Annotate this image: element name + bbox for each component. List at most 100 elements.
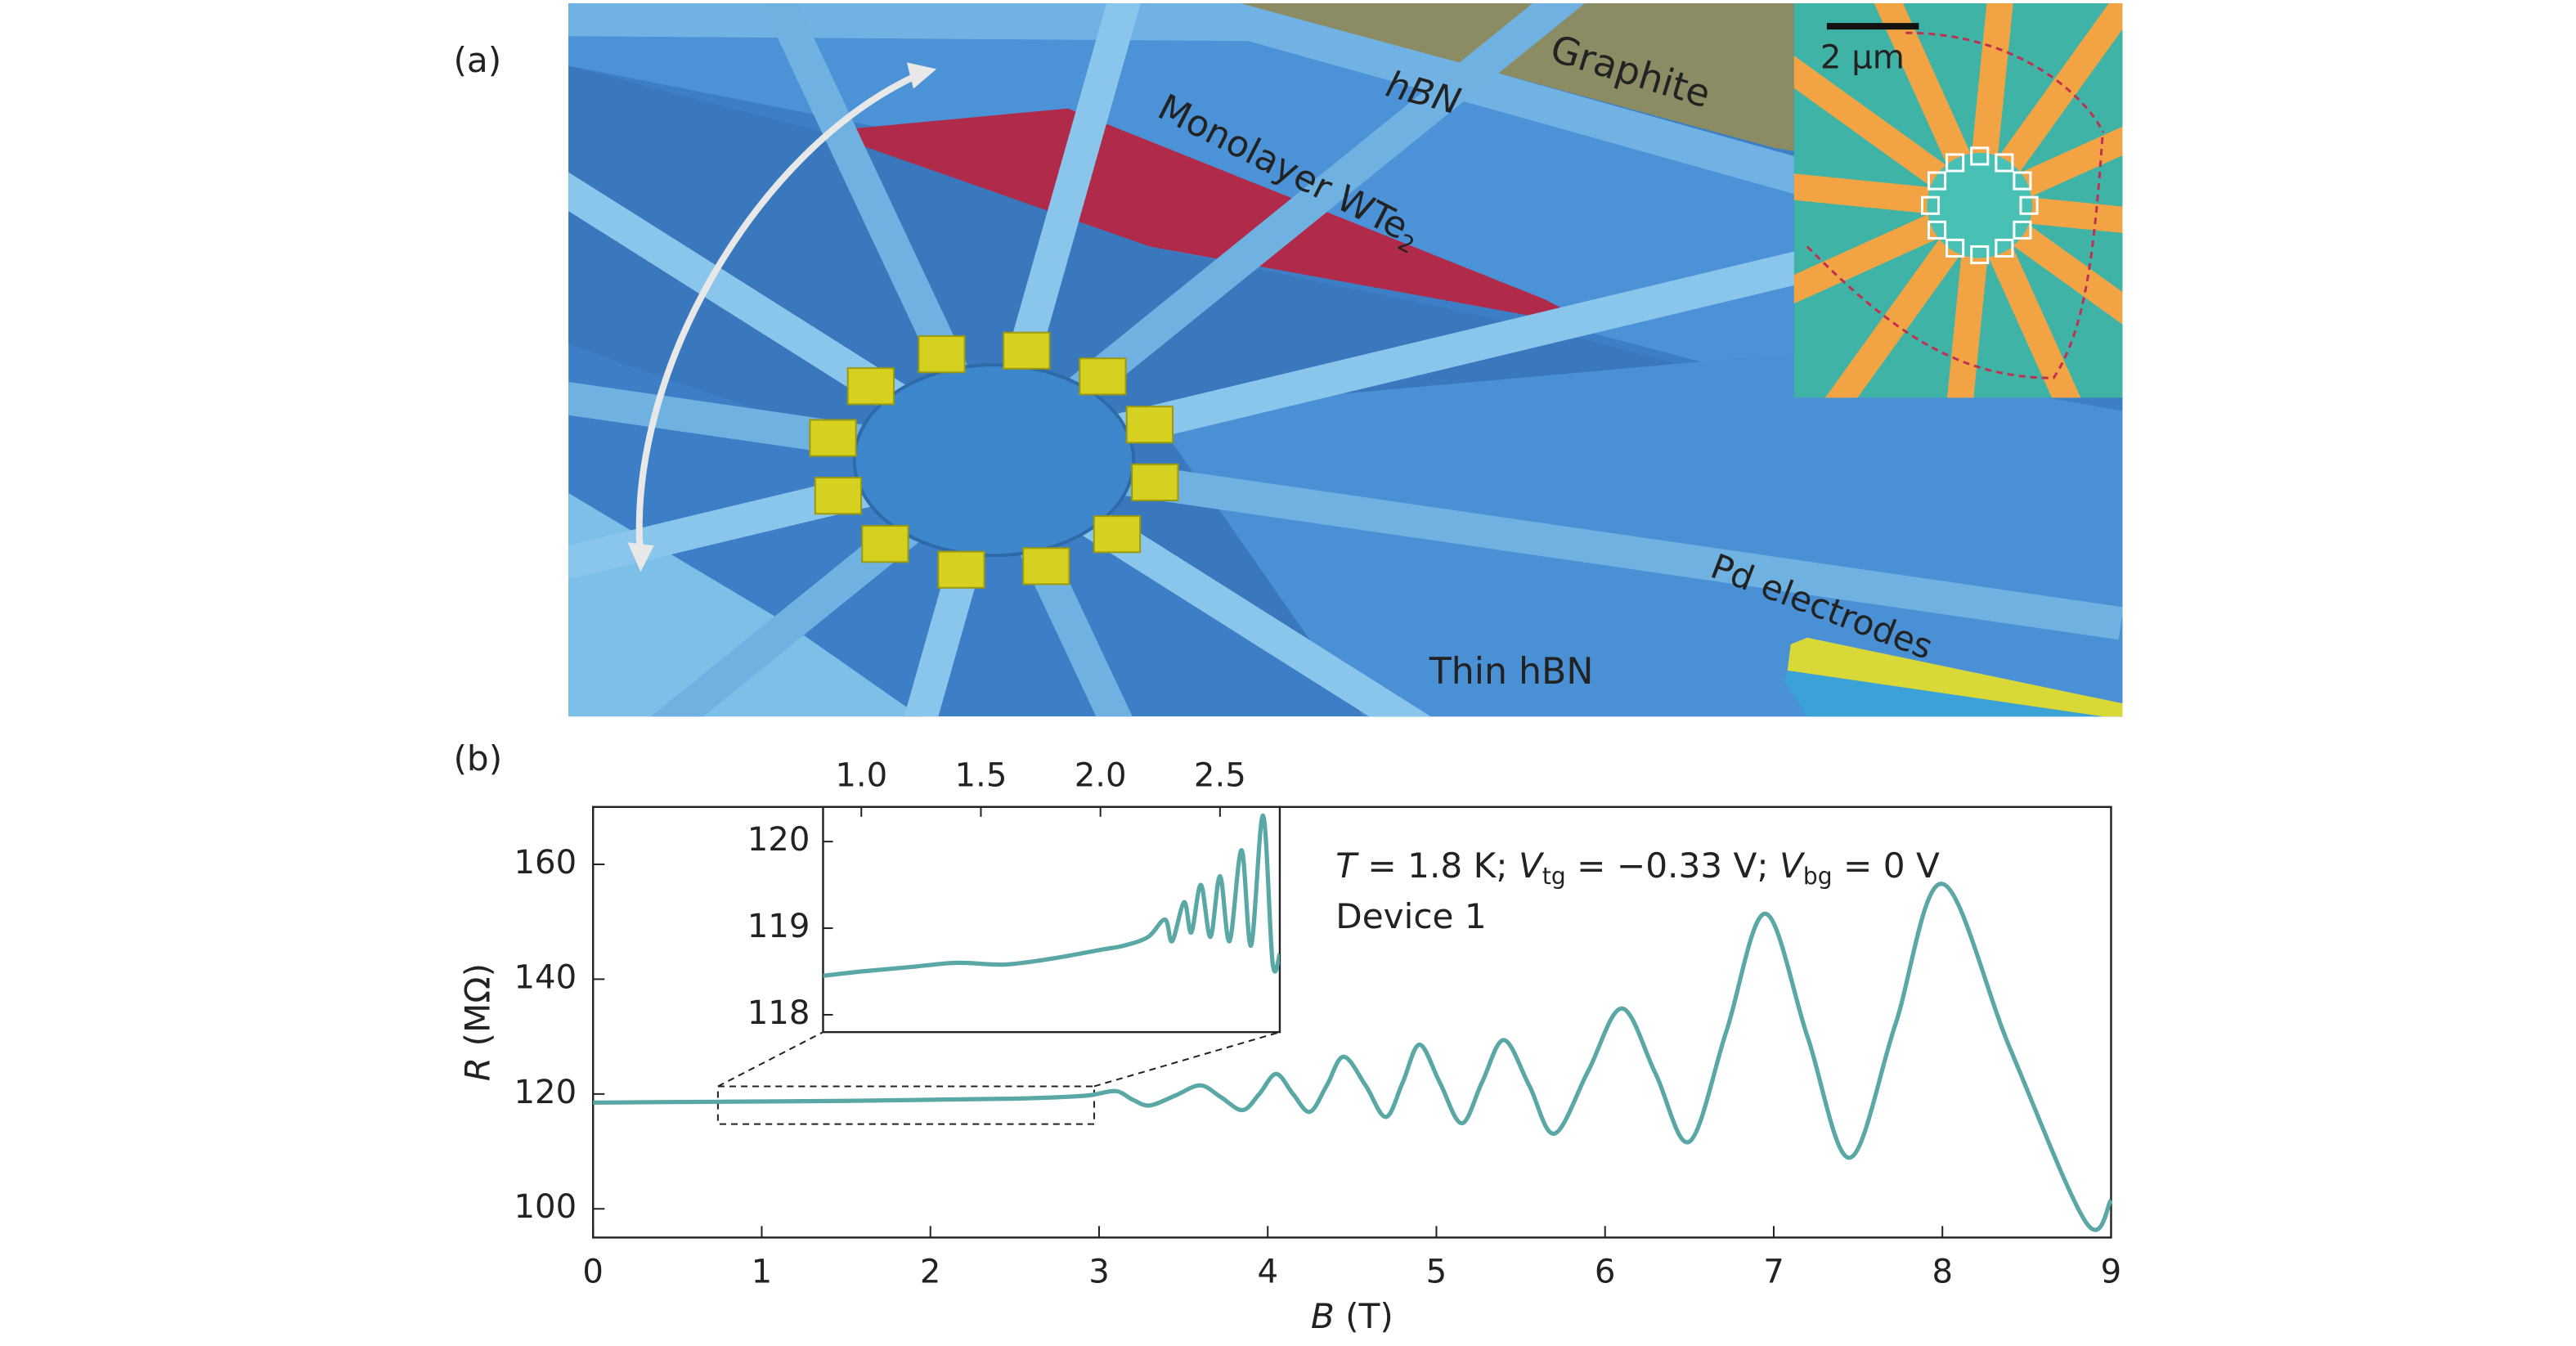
annotation-part: = 1.8 K; [1357,846,1519,886]
inset-y-tick-label: 119 [747,908,810,945]
contact-squares [1920,146,2039,265]
ray [1978,192,2123,233]
zoom-box [716,1085,1095,1125]
micrograph [1793,3,2123,398]
pd-electrode [1787,637,2123,717]
square [1920,195,1941,215]
pad [1003,331,1051,370]
x-tick-label: 9 [2101,1254,2122,1291]
x-tick-label: 3 [1088,1254,1110,1291]
y-tick-label: 140 [514,958,577,996]
annotation: T = 1.8 K; Vtg = −0.33 V; Vbg = 0 V [1335,846,1940,891]
square [1970,146,1990,166]
plot-frame [592,805,2112,1239]
chart: 0 1 2 3 4 5 6 7 8 9 100 120 140 160 B (T) R (MΩ) T = 1.8… [457,757,2121,1336]
pad [846,367,895,406]
y-axis-label-part: (MΩ) [457,963,497,1057]
y-axis-label-part: R [457,1057,497,1081]
strip [761,3,1009,468]
annotation-2: Device 1 [1335,896,1486,936]
annotation-part: V [1779,846,1806,886]
square [2019,195,2039,215]
thin-hbn [1150,353,2123,717]
label-thin-hbn: Thin hBN [1429,651,1594,693]
square [1970,245,1990,265]
square [1945,153,1965,173]
pad [918,335,966,374]
x-axis-label: B (T) [1311,1295,1393,1335]
x-tick-label: 7 [1763,1254,1784,1291]
annotation-part: T [1335,846,1359,886]
inset-x-tick-label: 2.0 [1075,757,1127,795]
square [1945,238,1965,258]
pad [1125,406,1174,444]
x-tick-label: 0 [582,1254,604,1291]
inset-y-tick-label: 120 [747,821,810,859]
pad [809,419,857,457]
x-tick-label: 1 [752,1254,773,1291]
data-line [823,813,1280,978]
disk [852,363,1136,558]
y-tick-label: 100 [514,1188,577,1226]
pad [1022,547,1070,586]
strip [991,443,2123,640]
graphite [1240,3,1794,151]
x-axis-label-part: (T) [1335,1295,1393,1335]
square [1928,220,1947,240]
ray [1793,173,1981,219]
y-tick-label: 120 [514,1074,577,1111]
scale-bar-label: 2 μm [1820,38,1905,76]
ray [1947,204,1993,398]
x-tick-label: 2 [920,1254,941,1291]
zoom-connector [717,1031,824,1088]
inset-frame [822,805,1281,1034]
pad [1079,357,1127,396]
square [2013,171,2032,191]
arrow-head [906,62,937,89]
y-tick-label: 160 [514,844,577,882]
strip [568,382,997,477]
y-axis-label: R (MΩ) [457,963,497,1081]
hbn-face [568,3,1794,195]
pd-electrode-side [1784,670,2103,717]
square [1995,238,2014,258]
square [1928,171,1947,191]
panel-label: (b) [453,738,502,778]
data-line [593,882,2113,1232]
x-tick-label: 8 [1932,1254,1953,1291]
panel-label: (a) [453,40,501,80]
pad [861,525,909,563]
annotation-part: tg [1542,863,1566,890]
flake-outline [1806,31,2104,379]
pad [814,477,863,515]
annotation-part: = −0.33 V; [1566,846,1779,886]
x-tick-label: 5 [1426,1254,1447,1291]
annotation-part: V [1519,846,1545,886]
device-illustration: 2 μm hBN Graphite Monolayer WTe2 Pd elec… [568,3,2123,717]
ray [1966,3,2013,207]
strip [978,3,1141,465]
zoom-connector [1093,1031,1281,1088]
strip [904,455,1010,717]
x-tick-label: 4 [1257,1254,1278,1291]
strip [568,444,999,580]
strip [979,453,1133,717]
square [1995,153,2014,173]
inset-x-tick-label: 1.5 [955,757,1008,795]
square [2013,220,2032,240]
annotation-part: = 0 V [1833,846,1940,886]
rotation-arrow [635,70,922,559]
wte2 [821,108,1602,329]
inset-x-tick-label: 2.5 [1194,757,1246,795]
x-axis-label-part: B [1311,1295,1335,1335]
x-tick-label: 6 [1595,1254,1616,1291]
arrow-head [627,542,654,572]
annotation-part: bg [1803,863,1833,890]
pad [1093,515,1142,554]
inset-x-tick-label: 1.0 [835,757,887,795]
inset-y-tick-label: 118 [747,994,810,1032]
pad [1131,463,1179,501]
micrograph-disk [1927,152,2033,258]
